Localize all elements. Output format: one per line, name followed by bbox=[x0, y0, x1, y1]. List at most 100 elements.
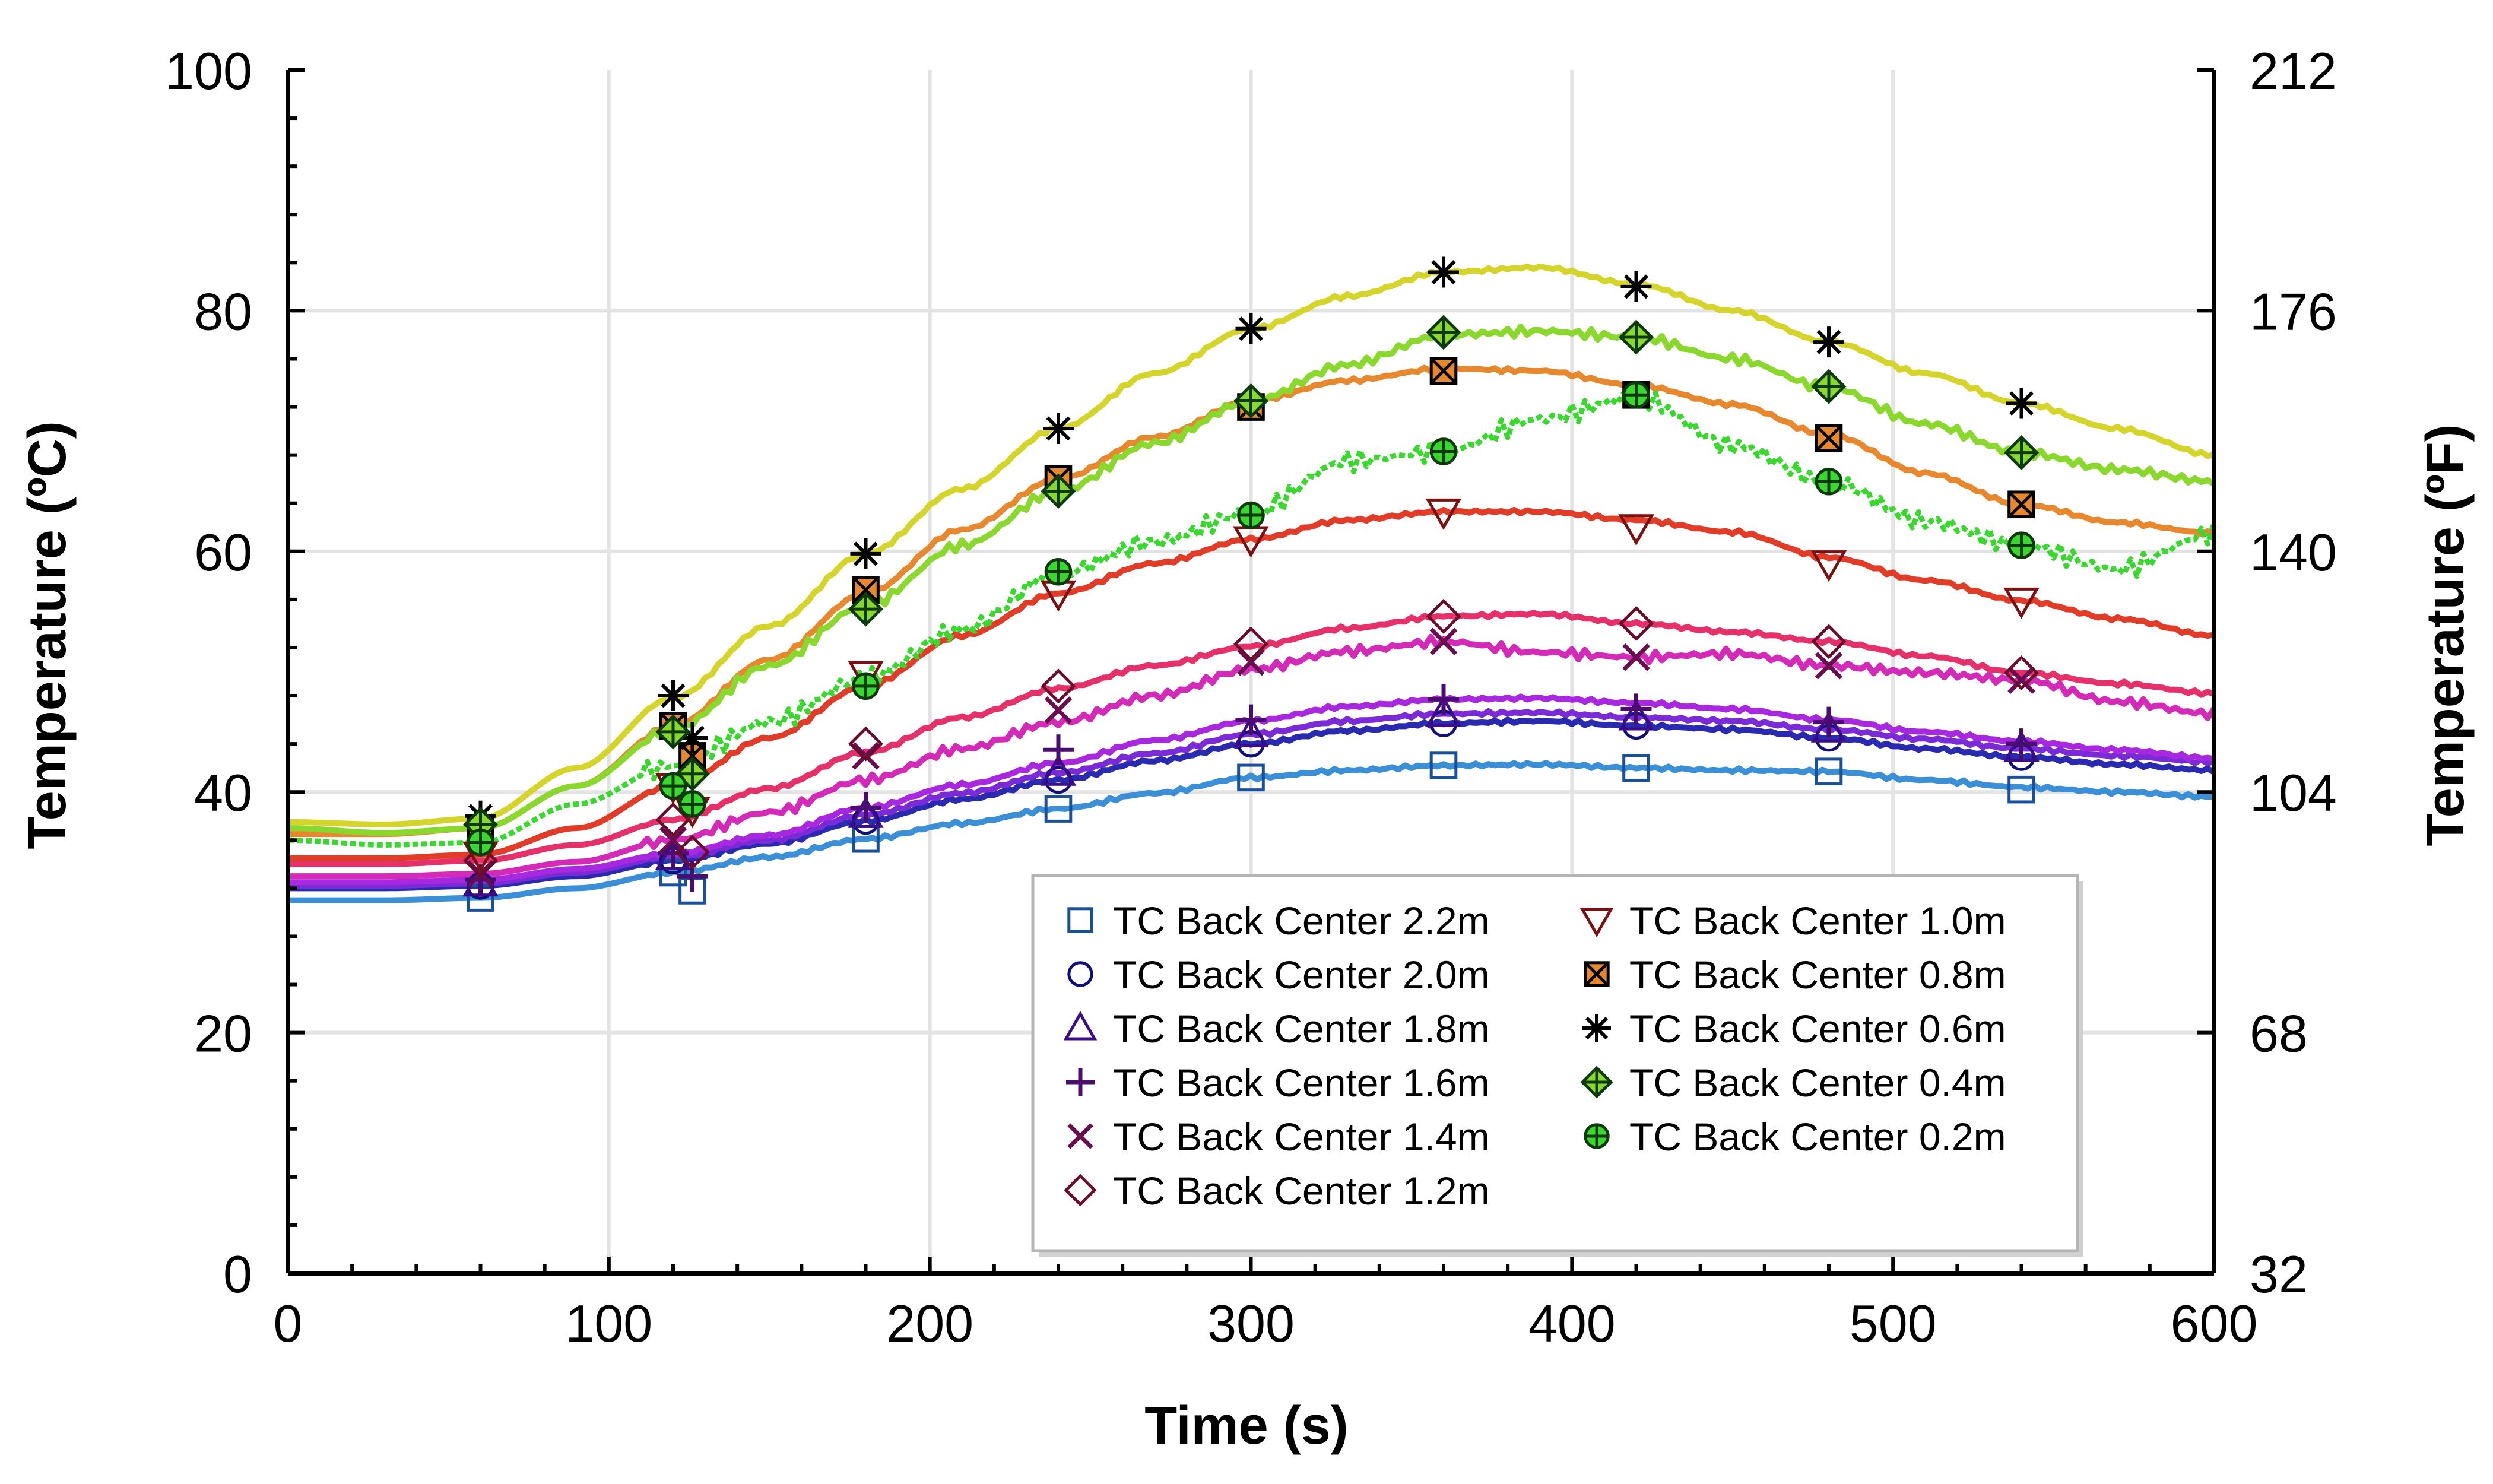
data-point-c10 bbox=[1425, 498, 1462, 530]
y-tick-label: 80 bbox=[194, 282, 252, 341]
data-point-c10 bbox=[2003, 587, 2040, 619]
data-point-c02 bbox=[852, 672, 880, 700]
legend-marker-c06 bbox=[1582, 1014, 1611, 1042]
x-tick-label: 200 bbox=[886, 1294, 973, 1353]
data-point-c16 bbox=[2006, 728, 2037, 760]
y-tick-label: 40 bbox=[194, 763, 252, 822]
x-tick-label: 100 bbox=[565, 1294, 652, 1353]
legend-marker-c12 bbox=[1064, 1174, 1097, 1207]
legend-label-c18: TC Back Center 1.8m bbox=[1113, 1007, 1490, 1051]
legend-marker-c08 bbox=[1584, 961, 1610, 987]
data-point-c02 bbox=[1622, 380, 1650, 409]
data-point-c12 bbox=[2003, 655, 2040, 691]
legend-marker-c02 bbox=[1584, 1123, 1610, 1149]
data-point-c04 bbox=[2003, 435, 2040, 471]
legend-marker-c18 bbox=[1063, 1010, 1098, 1041]
legend-label-c10: TC Back Center 1.0m bbox=[1629, 899, 2006, 943]
data-point-c06 bbox=[1620, 271, 1652, 302]
legend-label-c14: TC Back Center 1.4m bbox=[1113, 1115, 1490, 1159]
data-point-c18 bbox=[2003, 730, 2040, 762]
data-point-c22 bbox=[1044, 795, 1073, 823]
data-point-c22 bbox=[1237, 763, 1265, 792]
series-line-c10 bbox=[288, 506, 2215, 861]
data-point-c06 bbox=[2006, 388, 2037, 419]
data-point-c02 bbox=[1815, 467, 1843, 496]
y2-axis-title: Temperature (ºF) bbox=[2416, 424, 2475, 846]
data-point-c18 bbox=[1810, 711, 1847, 743]
data-point-c04 bbox=[848, 591, 884, 627]
data-point-c10 bbox=[1810, 550, 1847, 582]
legend-marker-c22 bbox=[1067, 907, 1093, 933]
data-point-c22 bbox=[2007, 775, 2035, 804]
x-tick-label: 0 bbox=[274, 1294, 303, 1353]
series-markers bbox=[462, 256, 2040, 912]
data-point-c08 bbox=[2007, 490, 2035, 519]
y2-tick-label: 176 bbox=[2250, 282, 2337, 341]
data-point-c02 bbox=[1429, 437, 1458, 465]
data-point-c12 bbox=[462, 843, 499, 879]
x-tick-label: 400 bbox=[1528, 1294, 1616, 1353]
data-point-c12 bbox=[1811, 624, 1847, 659]
data-point-c18 bbox=[848, 796, 884, 828]
series-line-c12 bbox=[288, 610, 2215, 867]
data-point-c02 bbox=[2007, 531, 2035, 559]
data-point-c12 bbox=[1041, 668, 1076, 704]
legend-label-c22: TC Back Center 2.2m bbox=[1113, 899, 1490, 943]
data-point-c06 bbox=[1235, 313, 1267, 344]
data-point-c06 bbox=[850, 538, 881, 569]
legend-marker-c20 bbox=[1067, 961, 1093, 987]
series-line-c22 bbox=[288, 760, 2215, 903]
data-point-c04 bbox=[1426, 315, 1461, 350]
legend-label-c04: TC Back Center 0.4m bbox=[1629, 1061, 2006, 1105]
x-axis-title: Time (s) bbox=[1144, 1396, 1348, 1456]
legend-label-c12: TC Back Center 1.2m bbox=[1113, 1169, 1490, 1213]
data-point-c02 bbox=[1237, 501, 1265, 529]
data-point-c14 bbox=[852, 742, 880, 770]
legend-marker-c14 bbox=[1067, 1123, 1093, 1149]
data-point-c22 bbox=[1815, 757, 1843, 786]
data-point-c10 bbox=[1618, 514, 1654, 546]
legend-label-c16: TC Back Center 1.6m bbox=[1113, 1061, 1490, 1105]
y-tick-label: 60 bbox=[194, 523, 252, 582]
data-point-c04 bbox=[1233, 383, 1269, 418]
y2-tick-label: 212 bbox=[2250, 42, 2337, 100]
data-point-c16 bbox=[658, 838, 689, 869]
y-tick-label: 20 bbox=[194, 1004, 252, 1063]
data-point-c14 bbox=[1237, 648, 1265, 676]
legend-marker-c04 bbox=[1580, 1066, 1613, 1099]
data-point-c12 bbox=[1233, 626, 1269, 662]
data-point-c22 bbox=[1622, 754, 1650, 782]
data-point-c06 bbox=[658, 680, 689, 712]
data-point-c18 bbox=[1040, 754, 1077, 786]
data-point-c06 bbox=[1813, 326, 1844, 358]
y-tick-label: 100 bbox=[165, 42, 252, 100]
axes bbox=[286, 68, 2216, 1276]
y2-tick-label: 68 bbox=[2250, 1004, 2308, 1063]
legend-label-c08: TC Back Center 0.8m bbox=[1629, 953, 2006, 997]
legend-label-c02: TC Back Center 0.2m bbox=[1629, 1115, 2006, 1159]
y2-tick-label: 140 bbox=[2250, 523, 2337, 582]
data-point-c16 bbox=[1813, 706, 1844, 738]
data-point-c16 bbox=[1620, 693, 1652, 725]
x-tick-label: 300 bbox=[1207, 1294, 1295, 1353]
data-point-c18 bbox=[1233, 715, 1269, 747]
data-point-c16 bbox=[1043, 734, 1074, 766]
series-line-c14 bbox=[288, 633, 2217, 880]
data-point-c04 bbox=[655, 714, 691, 750]
data-point-c12 bbox=[1426, 598, 1461, 634]
legend-marker-c16 bbox=[1066, 1068, 1095, 1096]
data-point-c18 bbox=[1425, 695, 1462, 727]
data-point-c14 bbox=[1429, 627, 1458, 656]
data-point-c16 bbox=[1428, 684, 1459, 715]
data-point-c14 bbox=[1044, 696, 1073, 724]
y2-tick-label: 104 bbox=[2250, 763, 2337, 822]
data-point-c12 bbox=[1618, 605, 1654, 641]
x-tick-label: 500 bbox=[1850, 1294, 1937, 1353]
data-point-c02 bbox=[678, 790, 706, 818]
legend-label-c20: TC Back Center 2.0m bbox=[1113, 953, 1490, 997]
data-point-c06 bbox=[1428, 256, 1459, 288]
data-point-c12 bbox=[674, 835, 710, 870]
legend-box bbox=[1031, 874, 2079, 1252]
